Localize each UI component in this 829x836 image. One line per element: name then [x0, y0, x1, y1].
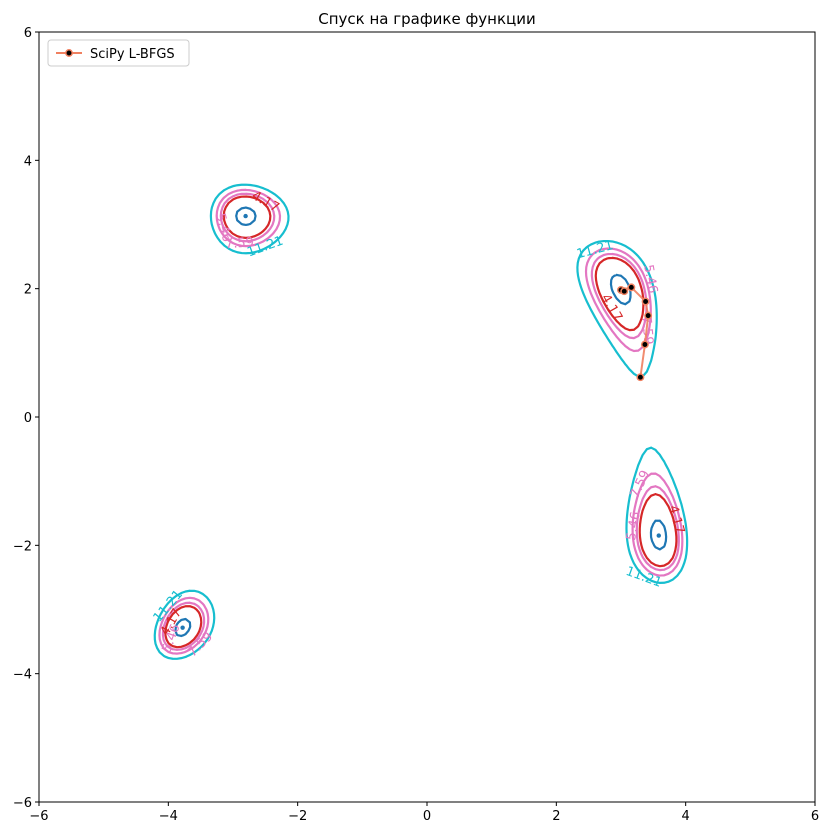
- x-tick-label: −6: [29, 809, 48, 824]
- x-tick-label: 2: [552, 809, 560, 824]
- x-tick-label: 4: [682, 809, 690, 824]
- series-point: [640, 340, 649, 349]
- minimum-point: [243, 213, 248, 219]
- contour-label: 7.59: [224, 235, 254, 252]
- series-path: [617, 283, 653, 382]
- contour-label: 7.59: [627, 468, 653, 501]
- y-tick-label: 4: [24, 154, 32, 169]
- minima-markers: [180, 213, 661, 630]
- legend: SciPy L-BFGS: [47, 39, 190, 67]
- y-tick-label: −6: [13, 796, 32, 811]
- contour-level-0: [174, 206, 668, 638]
- series-point: [644, 311, 653, 320]
- series-point: [620, 287, 629, 296]
- legend-marker: [65, 49, 73, 57]
- minimum-point: [656, 533, 661, 538]
- x-tick-label: 6: [811, 809, 819, 824]
- y-tick-label: 2: [24, 283, 32, 298]
- x-tick-label: −2: [288, 809, 307, 824]
- contour-lines: [153, 183, 689, 660]
- minimum-point: [180, 625, 185, 630]
- contour-label: 11.21: [624, 564, 664, 591]
- contour-label: 4.17: [665, 504, 687, 536]
- legend-box: [47, 39, 190, 67]
- contour-label: 5.46: [624, 511, 644, 542]
- series-point: [641, 297, 650, 306]
- axes: −6 −4 −2 0 2 4 6 −6 −4 −2 0 2 4 6: [13, 26, 819, 824]
- contour-level-3: [158, 188, 684, 655]
- contour-level-4: [153, 183, 689, 660]
- chart-title: Спуск на графике функции: [318, 10, 536, 28]
- series-point: [627, 283, 636, 292]
- x-tick-label: −4: [159, 809, 178, 824]
- series-point: [636, 373, 645, 382]
- y-tick-label: −2: [13, 539, 32, 554]
- contour-level-2: [161, 192, 680, 651]
- plot-frame: [38, 31, 816, 803]
- x-tick-label: 0: [423, 809, 431, 824]
- contour-label: 5.46: [212, 212, 234, 244]
- contour-label: 4.17: [598, 292, 625, 325]
- contour-label: 5.46: [640, 263, 660, 294]
- y-tick-label: 6: [24, 26, 32, 41]
- legend-label: SciPy L-BFGS: [90, 47, 175, 62]
- y-tick-label: −4: [13, 668, 32, 683]
- contour-level-1: [164, 195, 678, 649]
- y-tick-label: 0: [24, 411, 32, 426]
